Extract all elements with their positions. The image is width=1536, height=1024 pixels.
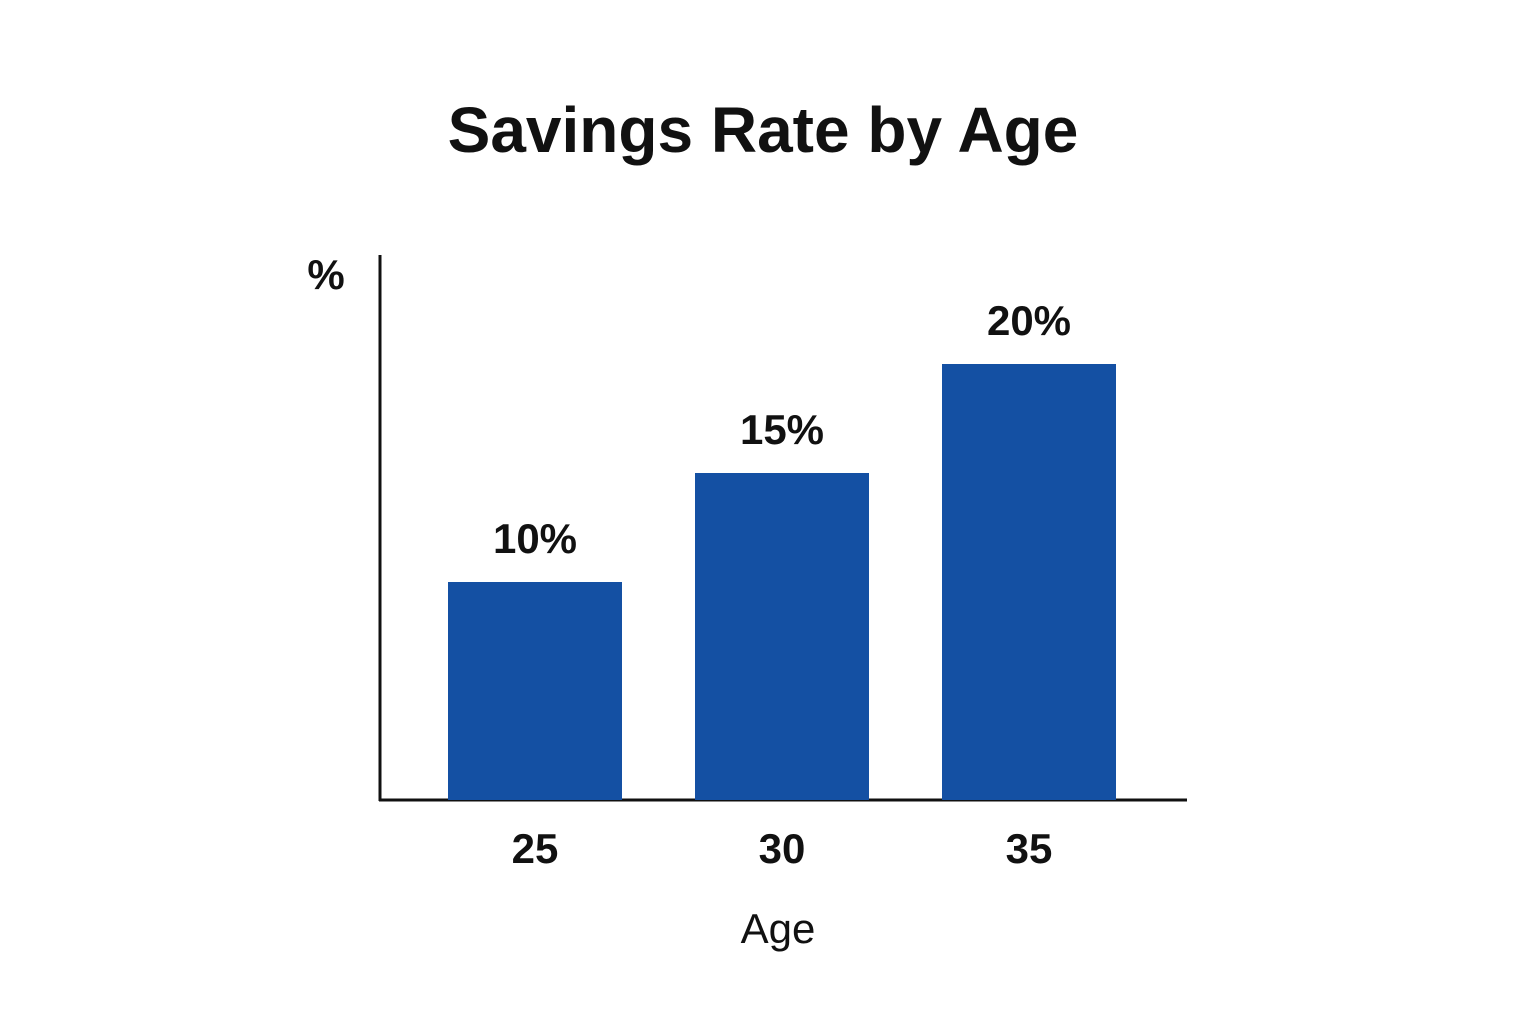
x-tick-label: 35 [1006,825,1053,872]
bar [942,364,1116,800]
value-label: 10% [493,515,577,562]
value-label: 15% [740,406,824,453]
bar [695,473,869,800]
bar [448,582,622,800]
x-axis-label: Age [741,905,816,952]
x-tick-label: 25 [512,825,559,872]
chart-title: Savings Rate by Age [448,94,1079,166]
value-label: 20% [987,297,1071,344]
y-axis-label: % [307,251,344,298]
x-tick-label: 30 [759,825,806,872]
